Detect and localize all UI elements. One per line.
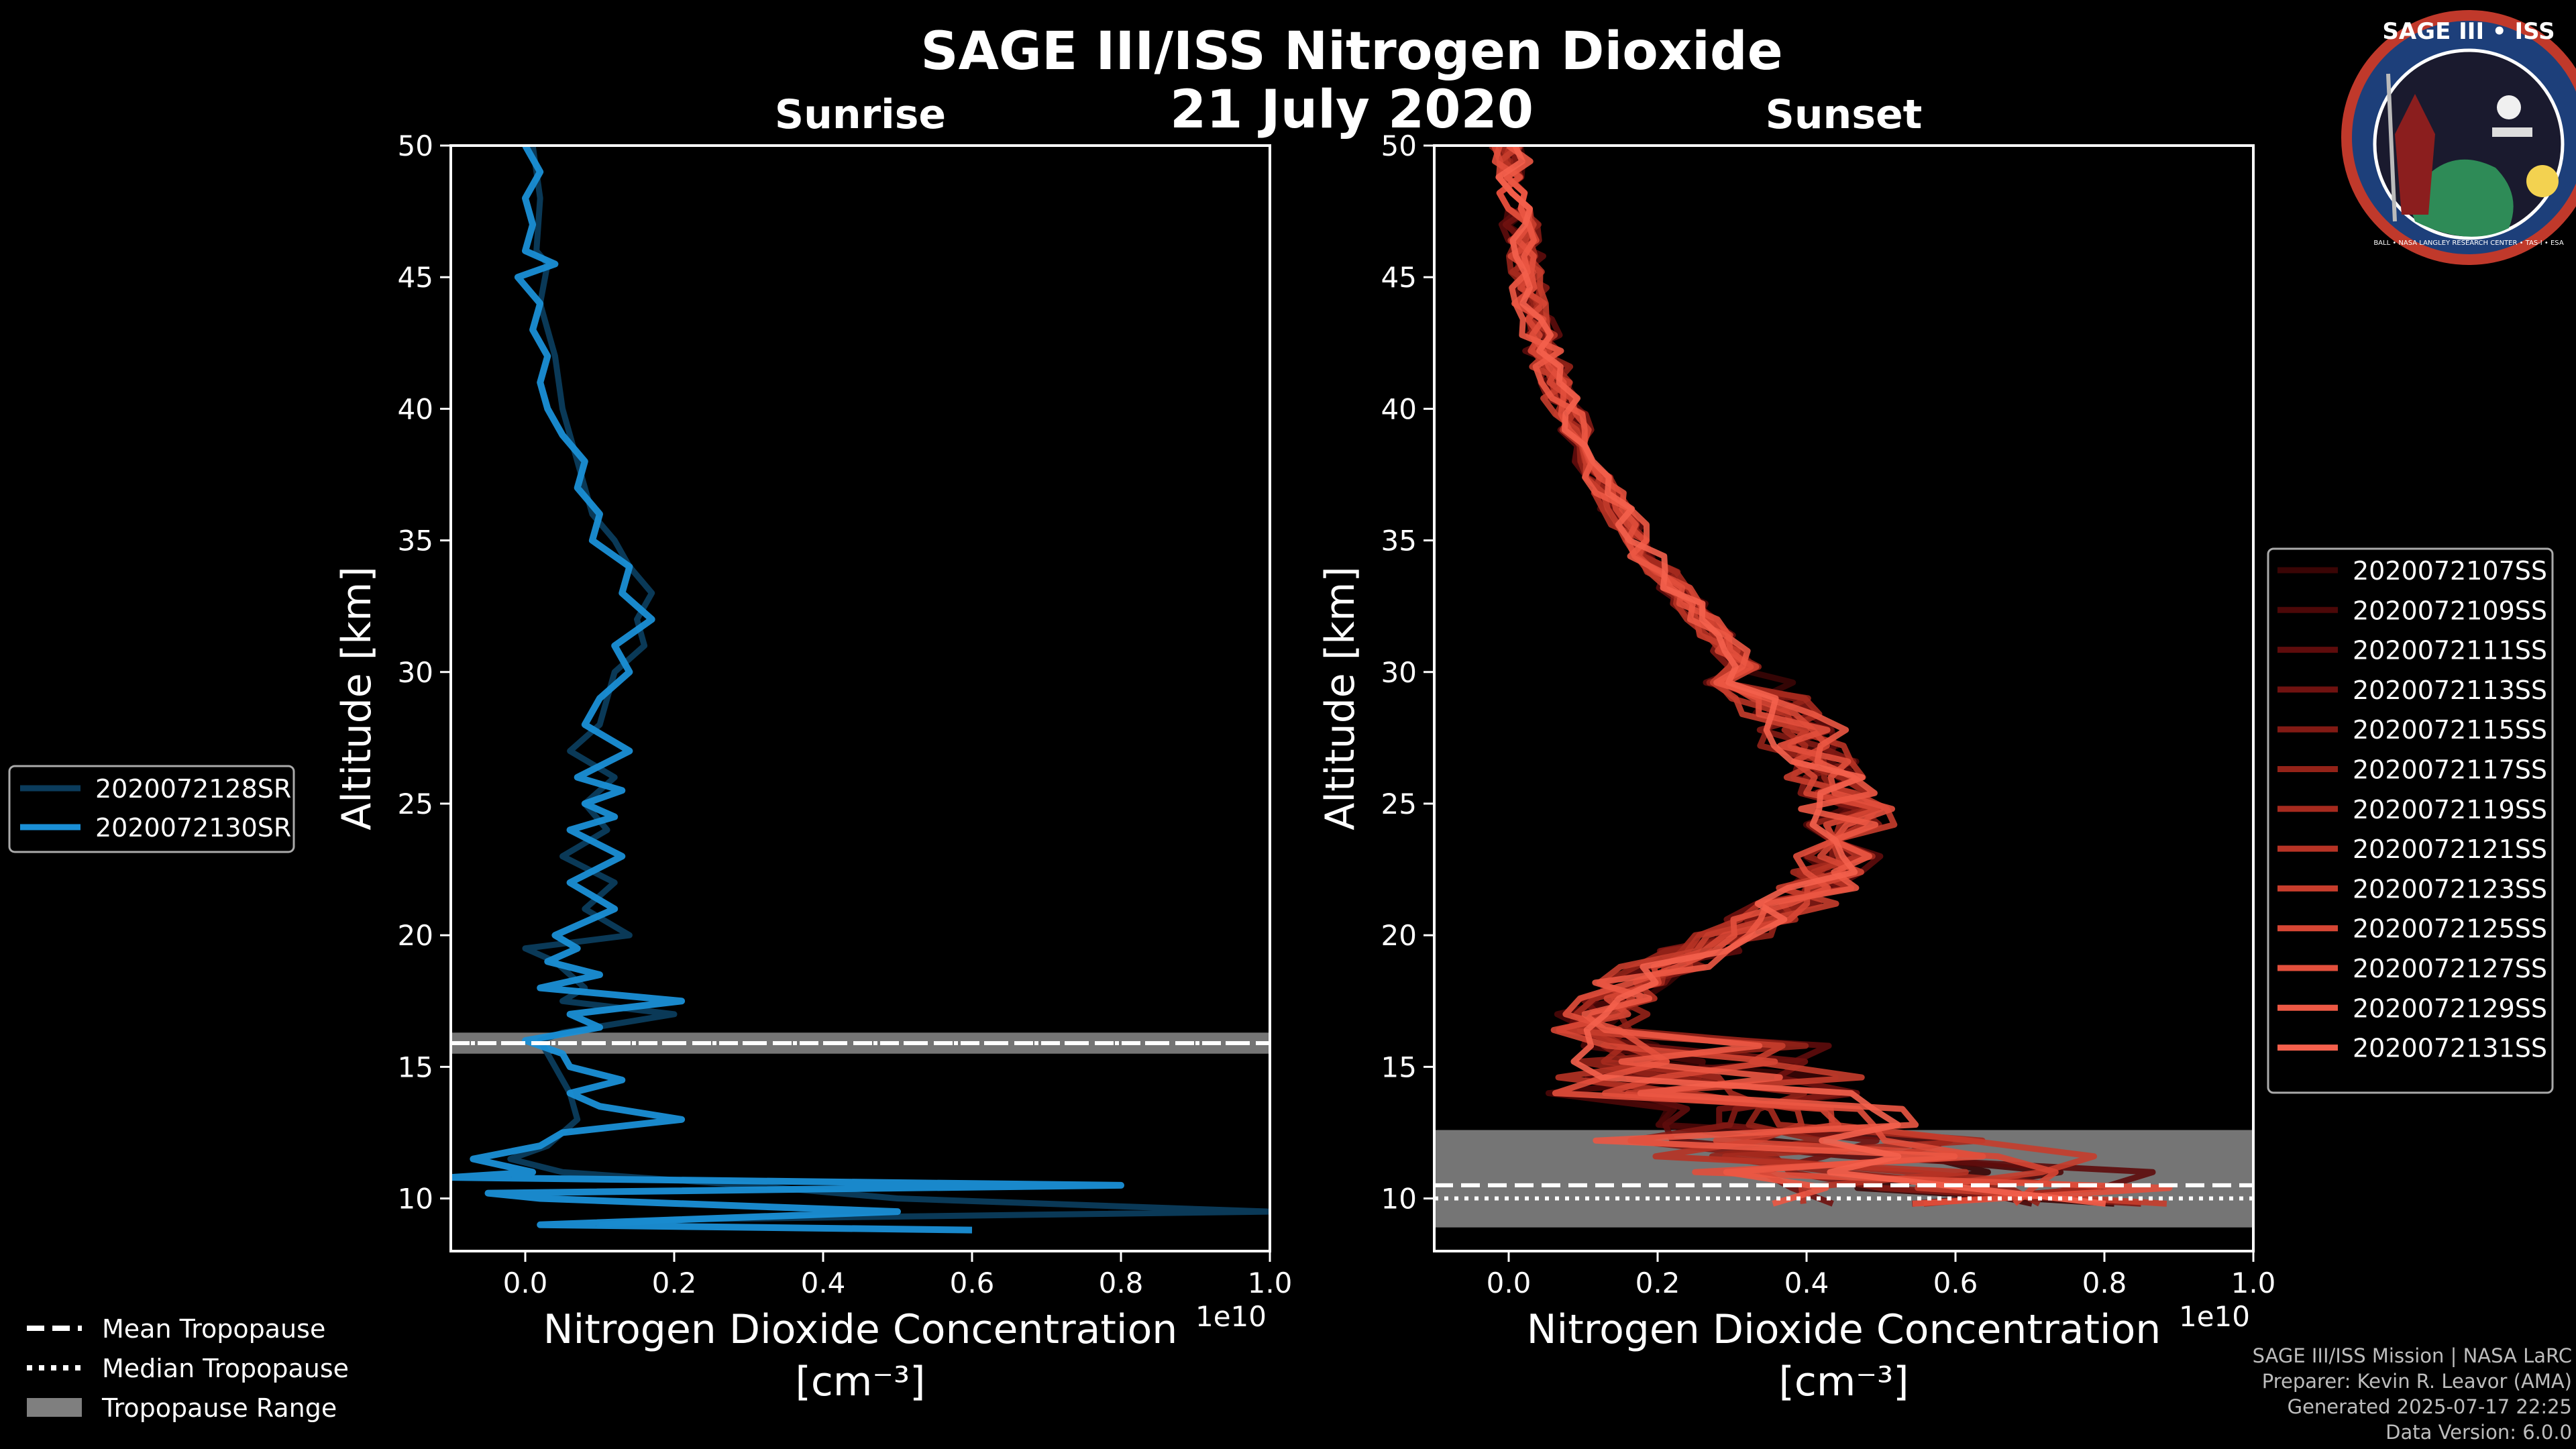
x-tick-label: 0.8 — [1099, 1267, 1144, 1299]
legend-label-2020072121SS: 2020072121SS — [2353, 835, 2547, 864]
x-axis-label: Nitrogen Dioxide Concentration — [543, 1306, 1178, 1353]
y-tick-label: 20 — [1381, 919, 1417, 952]
y-tick-label: 25 — [398, 788, 433, 820]
legend-label-2020072107SS: 2020072107SS — [2353, 556, 2547, 586]
y-tick-label: 45 — [398, 261, 433, 294]
axes-frame — [1433, 144, 2255, 1252]
legend-box — [2267, 547, 2554, 1094]
x-axis-label: Nitrogen Dioxide Concentration — [1527, 1306, 2161, 1353]
legend-label-2020072111SS: 2020072111SS — [2353, 636, 2547, 665]
y-tick-label: 25 — [1381, 788, 1417, 820]
plot-area — [451, 146, 1270, 1234]
y-tick-label: 10 — [1381, 1183, 1417, 1216]
footer-line-generated: Generated 2025-07-17 22:25 — [2287, 1395, 2572, 1418]
sunset-panel: 10 15 20 25 30 35 40 45 50 0.0 0.2 0.4 0.6 0.8 1.01e10… — [1317, 91, 2275, 1405]
y-tick-label: 40 — [1381, 392, 1417, 425]
x-tick-label: 1.0 — [2231, 1267, 2276, 1299]
series-line-2020072128SR — [507, 146, 1270, 1228]
legend-label-2020072123SS: 2020072123SS — [2353, 874, 2547, 904]
y-tick-label: 35 — [1381, 525, 1417, 557]
y-tick-label: 15 — [398, 1051, 433, 1083]
x-tick-label: 0.8 — [2082, 1267, 2127, 1299]
sunrise-panel: 10 15 20 25 30 35 40 45 50 0.0 0.2 0.4 0.6 0.8 1.01e10… — [333, 91, 1292, 1405]
plot-area — [1434, 146, 2253, 1228]
series-line-2020072130SR — [451, 146, 1124, 1234]
badge-sun-icon — [2526, 165, 2559, 197]
legend-label-2020072125SS: 2020072125SS — [2353, 914, 2547, 944]
badge-text: SAGE III • ISS — [2382, 18, 2555, 45]
badge-wizard-icon — [2395, 94, 2435, 215]
axes-frame — [449, 144, 1271, 1252]
series-line-2020072131SS — [1495, 146, 2106, 1207]
legend-label-tropopause: Mean Tropopause — [102, 1314, 325, 1344]
badge-ring-text: BALL • NASA LANGLEY RESEARCH CENTER • TA… — [2373, 239, 2564, 247]
y-tick-label: 50 — [398, 129, 433, 162]
footer-line-version: Data Version: 6.0.0 — [2385, 1421, 2572, 1444]
y-tick-label: 30 — [398, 656, 433, 689]
legend-label-tropopause: Median Tropopause — [102, 1354, 349, 1383]
y-tick-label: 30 — [1381, 656, 1417, 689]
figure-title: SAGE III/ISS Nitrogen Dioxide — [920, 21, 1782, 82]
legend-label-2020072128SR: 2020072128SR — [95, 774, 291, 804]
y-tick-label: 10 — [398, 1183, 433, 1216]
legend-label-2020072109SS: 2020072109SS — [2353, 596, 2547, 625]
x-scale-label: 1e10 — [1195, 1300, 1267, 1333]
x-tick-label: 0.0 — [503, 1267, 548, 1299]
y-tick-label: 15 — [1381, 1051, 1417, 1083]
badge-iss-icon — [2492, 127, 2532, 137]
tropopause-legend: Mean Tropopause Median Tropopause Tropopau… — [27, 1314, 349, 1423]
y-tick-label: 45 — [1381, 261, 1417, 294]
y-tick-label: 20 — [398, 919, 433, 952]
x-scale-label: 1e10 — [2179, 1300, 2250, 1333]
x-tick-label: 1.0 — [1248, 1267, 1293, 1299]
y-tick-label: 50 — [1381, 129, 1417, 162]
badge-moon-icon — [2497, 95, 2521, 119]
legend-label-2020072117SS: 2020072117SS — [2353, 755, 2547, 785]
x-tick-label: 0.4 — [1784, 1267, 1829, 1299]
legend-label-2020072113SS: 2020072113SS — [2353, 676, 2547, 705]
x-axis-unit: [cm⁻³] — [1779, 1358, 1909, 1405]
y-tick-label: 35 — [398, 525, 433, 557]
legend-label-2020072115SS: 2020072115SS — [2353, 715, 2547, 745]
footer-line-mission: SAGE III/ISS Mission | NASA LaRC — [2252, 1344, 2572, 1367]
badge-staff-icon — [2386, 73, 2397, 222]
x-tick-label: 0.0 — [1487, 1267, 1532, 1299]
footer-credits: SAGE III/ISS Mission | NASA LaRC Prepare… — [2253, 1343, 2572, 1445]
footer-line-preparer: Preparer: Kevin R. Leavor (AMA) — [2261, 1370, 2572, 1393]
legend-label-tropopause: Tropopause Range — [101, 1393, 337, 1423]
panel-title: Sunrise — [775, 91, 946, 138]
legend-label-2020072130SR: 2020072130SR — [95, 813, 291, 843]
x-axis-unit: [cm⁻³] — [796, 1358, 926, 1405]
legend-swatch-tropopause-range — [27, 1398, 82, 1417]
x-tick-label: 0.2 — [1635, 1267, 1680, 1299]
legend-label-2020072131SS: 2020072131SS — [2353, 1034, 2547, 1063]
sunrise-legend: 2020072128SR 2020072130SR — [8, 765, 295, 853]
legend-label-2020072119SS: 2020072119SS — [2353, 795, 2547, 824]
x-tick-label: 0.2 — [652, 1267, 697, 1299]
legend-label-2020072129SS: 2020072129SS — [2353, 994, 2547, 1023]
x-tick-label: 0.4 — [801, 1267, 846, 1299]
y-tick-label: 40 — [398, 392, 433, 425]
panel-title: Sunset — [1766, 91, 1923, 138]
y-axis-label: Altitude [km] — [333, 566, 380, 830]
sunset-legend: 2020072107SS 2020072109SS 2020072111SS 2020… — [2267, 547, 2554, 1094]
x-tick-label: 0.6 — [1933, 1267, 1978, 1299]
badge-earth-icon — [2408, 159, 2514, 237]
y-axis-label: Altitude [km] — [1317, 566, 1364, 830]
x-tick-label: 0.6 — [950, 1267, 995, 1299]
figure-date: 21 July 2020 — [1170, 80, 1534, 140]
sage-iii-iss-badge: SAGE III • ISS BALL • NASA LANGLEY RESEA… — [2341, 10, 2576, 265]
legend-label-2020072127SS: 2020072127SS — [2353, 954, 2547, 983]
